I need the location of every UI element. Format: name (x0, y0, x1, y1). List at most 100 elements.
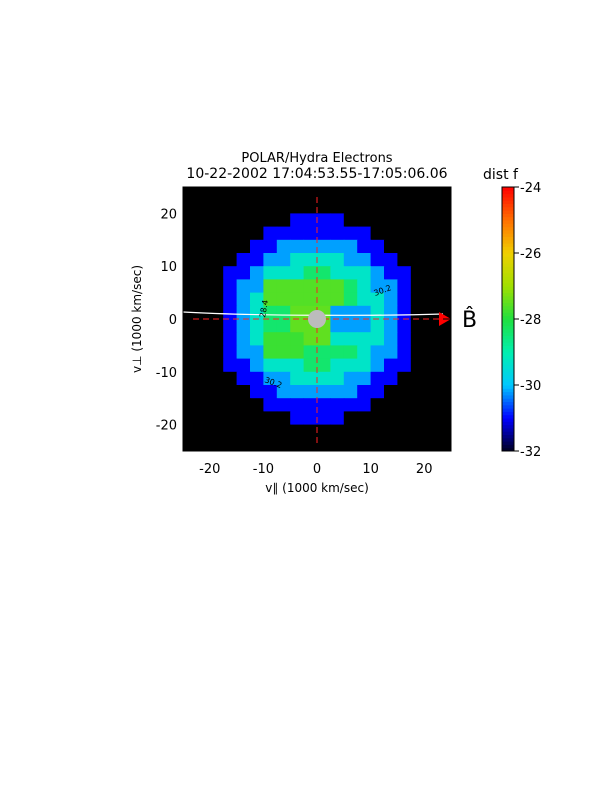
cell (290, 213, 305, 228)
cell (196, 332, 211, 346)
cell (303, 358, 318, 373)
cell (263, 239, 278, 254)
cell (397, 345, 412, 360)
colorbar-step (502, 226, 514, 231)
cell (397, 398, 412, 412)
cell (330, 319, 345, 333)
colorbar-step (502, 404, 514, 409)
colorbar-step (502, 253, 514, 257)
cell (357, 345, 372, 360)
colorbar-step (502, 309, 514, 313)
colorbar-step (502, 292, 514, 297)
colorbar-tick-label: -24 (520, 181, 541, 196)
cell (437, 253, 452, 267)
cell (209, 411, 224, 426)
cell (397, 239, 412, 254)
cell (290, 305, 305, 320)
colorbar-step (502, 434, 514, 439)
cell (236, 424, 251, 439)
cell (357, 358, 372, 373)
cell (276, 437, 291, 452)
cell (330, 266, 345, 280)
cell (424, 358, 439, 373)
colorbar-step (502, 411, 514, 416)
colorbar-step (502, 391, 514, 396)
colorbar-step (502, 378, 514, 383)
cell (236, 279, 251, 294)
cell (263, 332, 278, 346)
cell (276, 213, 291, 228)
cell (330, 345, 345, 360)
cell (223, 305, 238, 320)
cell (236, 332, 251, 346)
cell (303, 253, 318, 267)
cell (343, 345, 358, 360)
cell (384, 358, 398, 373)
cell (250, 239, 264, 254)
cell (250, 358, 264, 373)
colorbar-step (502, 352, 514, 356)
colorbar-step (502, 421, 514, 426)
cell (196, 319, 211, 333)
cell (424, 385, 439, 399)
cell (196, 279, 211, 294)
cell (424, 437, 439, 452)
cell (357, 424, 372, 439)
cell (250, 424, 264, 439)
cell (410, 213, 425, 228)
cell (424, 424, 439, 439)
chart-title: POLAR/Hydra Electrons (241, 151, 392, 166)
colorbar-step (502, 342, 514, 346)
cell (370, 398, 385, 412)
cell (357, 398, 372, 412)
colorbar-step (502, 431, 514, 435)
cell (410, 253, 425, 267)
cell (236, 253, 251, 267)
cell (437, 239, 452, 254)
cell (263, 253, 278, 267)
colorbar-step (502, 302, 514, 307)
cell (263, 385, 278, 399)
cell (370, 305, 385, 320)
cell (370, 385, 385, 399)
cell (317, 358, 331, 373)
cell (250, 200, 264, 214)
cell (183, 411, 197, 426)
colorbar-step (502, 441, 514, 445)
overlay: 30.2 28.4 30.2 (182, 187, 451, 451)
y-tick-label: -20 (156, 419, 177, 434)
cell (290, 332, 305, 346)
cell (250, 213, 264, 228)
cell (223, 253, 238, 267)
cell (384, 319, 398, 333)
cell (303, 187, 318, 201)
cell (276, 358, 291, 373)
cell (330, 411, 345, 426)
cell (384, 371, 398, 386)
cell (410, 187, 425, 201)
cell (410, 292, 425, 307)
cell (370, 437, 385, 452)
cell (397, 253, 412, 267)
cell (290, 424, 305, 439)
cell (196, 239, 211, 254)
cell (397, 411, 412, 426)
cell (250, 398, 264, 412)
cell (196, 213, 211, 228)
field-label: B̂ (462, 307, 477, 333)
y-tick-label: 0 (169, 313, 177, 328)
cell (317, 200, 331, 214)
cell (183, 424, 197, 439)
cell (370, 226, 385, 241)
cell (263, 187, 278, 201)
cell (330, 239, 345, 254)
cell (397, 305, 412, 320)
cell (410, 371, 425, 386)
cell (250, 345, 264, 360)
colorbar-step (502, 345, 514, 350)
cell (384, 437, 398, 452)
cell (357, 239, 372, 254)
colorbar-step (502, 325, 514, 330)
cell (223, 292, 238, 307)
cell (410, 424, 425, 439)
